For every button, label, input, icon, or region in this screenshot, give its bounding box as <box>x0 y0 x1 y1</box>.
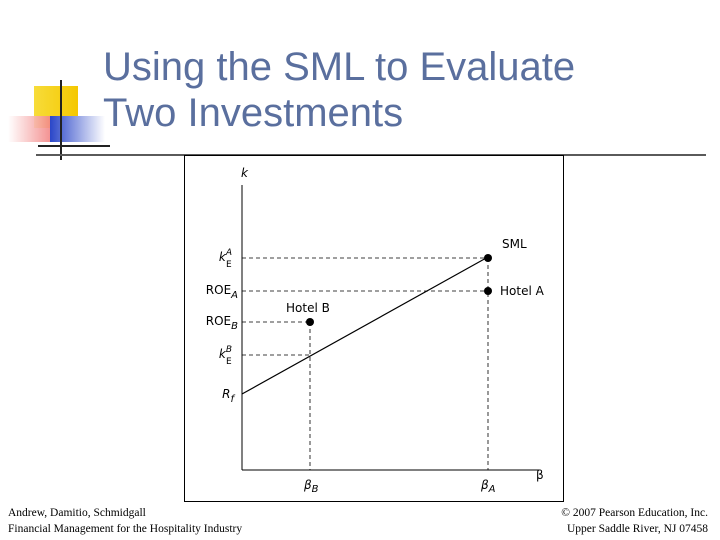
footer-book-title: Financial Management for the Hospitality… <box>8 523 243 535</box>
y-axis-label: k <box>241 166 249 180</box>
y-label-ke-b-sup: B <box>226 345 232 355</box>
x-label-beta-a-base: β <box>480 478 489 492</box>
y-label-ke-a-sub: E <box>226 260 232 270</box>
footer-authors: Andrew, Damitio, Schmidgall Financial Ma… <box>8 505 242 537</box>
y-label-ke-a-sup: A <box>225 248 232 258</box>
label-hotel-a: Hotel A <box>500 284 545 298</box>
footer-copyright: © 2007 Pearson Education, Inc. Upper Sad… <box>561 505 708 537</box>
x-label-beta-a-sub: A <box>488 484 496 495</box>
y-label-roe-a-sub: A <box>230 290 238 301</box>
y-label-ke-a-base: k <box>219 250 227 264</box>
x-label-beta-b-sub: B <box>312 484 319 495</box>
label-hotel-b: Hotel B <box>286 301 330 315</box>
x-label-beta-b: βB <box>303 478 319 495</box>
slide-title-line-1: Using the SML to Evaluate <box>103 45 576 89</box>
y-label-rf-base: R <box>222 387 230 401</box>
y-label-rf: Rf <box>222 387 235 405</box>
point-hotel-a <box>484 287 492 295</box>
slide-title: Using the SML to Evaluate Two Investment… <box>103 44 703 136</box>
x-label-beta-a: βA <box>480 478 496 495</box>
y-label-roe-b-base: ROE <box>206 314 231 328</box>
y-label-ke-a: kA E <box>219 248 232 270</box>
slide-logo-icon <box>8 80 110 160</box>
point-hotel-b <box>306 318 314 326</box>
y-label-roe-b-sub: B <box>231 321 238 332</box>
sml-diagram: k β SML Hotel A Hotel B kA E ROEA ROEB kB… <box>184 155 564 502</box>
slide-title-line-2: Two Investments <box>103 91 404 135</box>
diagram-frame <box>184 155 564 502</box>
y-label-roe-a-base: ROE <box>206 283 231 297</box>
x-axis-label: β <box>536 468 544 482</box>
footer-copyright-line: © 2007 Pearson Education, Inc. <box>561 507 708 519</box>
x-label-beta-b-base: β <box>303 478 312 492</box>
logo-blue-bar <box>50 116 105 142</box>
y-label-roe-a: ROEA <box>206 283 238 301</box>
footer-publisher-address: Upper Saddle River, NJ 07458 <box>566 523 708 535</box>
y-label-rf-sub: f <box>230 394 235 405</box>
y-label-ke-b: kB E <box>219 345 232 367</box>
footer-authors-line: Andrew, Damitio, Schmidgall <box>8 507 146 519</box>
point-sml-hotel-a <box>484 254 492 262</box>
label-sml: SML <box>502 237 527 251</box>
sml-line <box>241 256 489 395</box>
y-label-ke-b-base: k <box>219 347 227 361</box>
y-label-ke-b-sub: E <box>226 357 232 367</box>
y-label-roe-b: ROEB <box>206 314 238 332</box>
